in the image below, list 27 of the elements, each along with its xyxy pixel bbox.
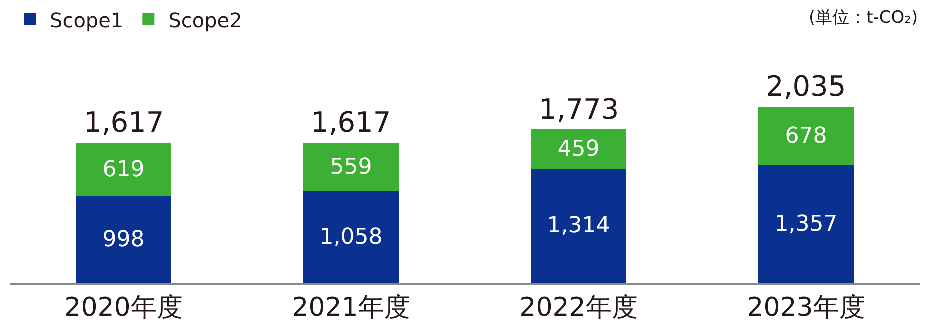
data-label: 678 [785,124,828,149]
total-label: 2,035 [766,70,846,103]
bar [758,166,854,283]
bar [303,143,400,192]
x-tick-label: 2020年度 [64,293,183,324]
bar [303,192,400,283]
total-label: 1,617 [311,106,392,139]
data-label: 459 [558,137,600,162]
bar [758,107,854,166]
x-tick-label: 2021年度 [292,293,410,324]
legend-label: Scope2 [168,8,242,32]
data-label: 1,058 [320,224,383,250]
bar [76,143,172,197]
text: (単位：t-CO₂) [809,8,918,28]
bar [530,130,627,170]
data-label: 559 [330,154,372,180]
bar [530,169,627,283]
legend-label: Scope1 [50,8,124,32]
total-label: 1,617 [84,106,164,139]
data-label: 1,314 [547,214,610,239]
x-tick-label: 2022年度 [520,293,638,324]
total-label: 1,773 [539,93,620,126]
data-label: 1,357 [774,212,838,237]
data-label: 998 [102,227,145,252]
data-label: 619 [102,157,145,182]
bar [76,196,172,283]
x-tick-label: 2023年度 [747,293,866,324]
